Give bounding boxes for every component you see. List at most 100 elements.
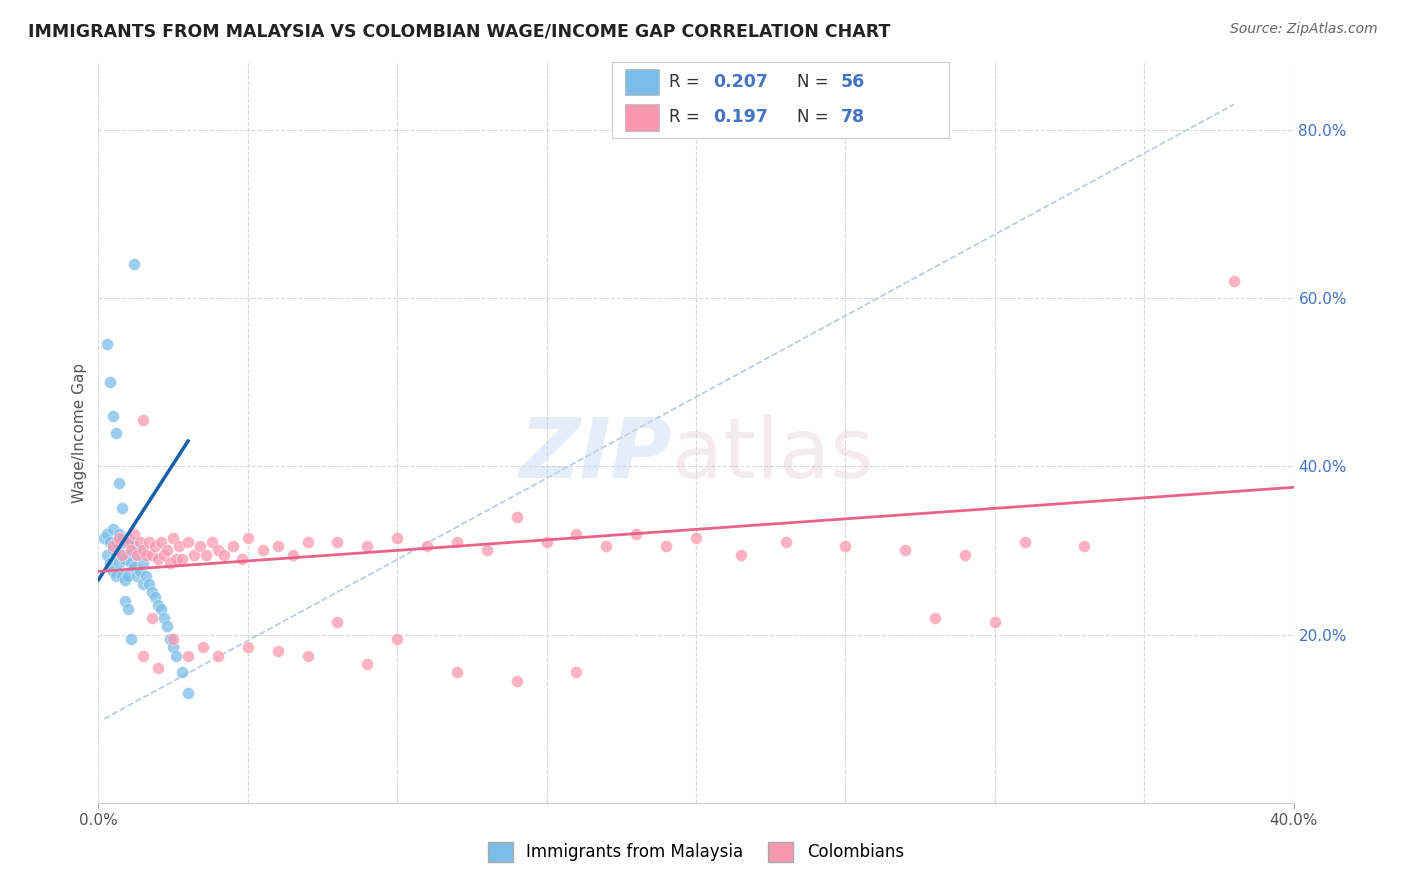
Point (105, 568, 128, 582)
Text: N =: N = (797, 73, 834, 91)
Point (105, 425, 128, 440)
Point (120, 556, 142, 570)
Point (98, 556, 122, 570)
Bar (626, 104, 659, 130)
Point (172, 665, 194, 680)
Point (96, 548, 118, 562)
Point (141, 548, 163, 562)
Point (984, 615, 1007, 629)
Point (111, 548, 134, 562)
Point (132, 577, 155, 591)
Point (153, 610, 176, 624)
Point (127, 568, 149, 582)
Point (475, 543, 498, 558)
Point (297, 535, 319, 549)
Point (655, 539, 678, 553)
Point (103, 543, 125, 558)
Point (356, 657, 378, 671)
Point (120, 543, 142, 558)
Point (98, 535, 122, 549)
Point (165, 551, 187, 566)
Point (117, 548, 139, 562)
Point (96, 337, 118, 351)
Point (183, 548, 205, 562)
Text: 0.197: 0.197 (713, 109, 768, 127)
Point (506, 673, 529, 688)
Point (108, 531, 131, 545)
Point (222, 539, 245, 553)
Point (201, 535, 224, 549)
Y-axis label: Wage/Income Gap: Wage/Income Gap (72, 362, 87, 503)
Point (108, 526, 131, 541)
Text: atlas: atlas (672, 414, 873, 495)
Point (117, 602, 139, 616)
Point (132, 413, 155, 427)
Point (446, 535, 468, 549)
Point (156, 543, 179, 558)
Text: 78: 78 (841, 109, 865, 127)
Point (730, 548, 752, 562)
Point (506, 509, 529, 524)
Point (148, 661, 170, 675)
Point (191, 640, 214, 655)
Point (150, 535, 173, 549)
Point (267, 644, 290, 658)
Point (207, 648, 229, 663)
Point (135, 568, 157, 582)
Legend: Immigrants from Malaysia, Colombians: Immigrants from Malaysia, Colombians (481, 835, 911, 869)
Text: 0.207: 0.207 (713, 73, 768, 91)
Point (127, 548, 149, 562)
Point (138, 577, 160, 591)
Point (105, 535, 128, 549)
Point (111, 548, 134, 562)
Point (114, 573, 136, 587)
Text: 56: 56 (841, 73, 865, 91)
Point (281, 548, 304, 562)
Point (177, 535, 200, 549)
Point (129, 543, 152, 558)
Point (150, 602, 173, 616)
Point (356, 539, 378, 553)
Point (446, 665, 468, 680)
Point (105, 548, 128, 562)
Text: IMMIGRANTS FROM MALAYSIA VS COLOMBIAN WAGE/INCOME GAP CORRELATION CHART: IMMIGRANTS FROM MALAYSIA VS COLOMBIAN WA… (28, 22, 890, 40)
Text: R =: R = (669, 73, 704, 91)
Point (143, 539, 166, 553)
Point (188, 539, 211, 553)
Point (132, 543, 155, 558)
Point (207, 543, 229, 558)
Point (212, 548, 235, 562)
Text: N =: N = (797, 109, 834, 127)
Point (326, 535, 349, 549)
Point (162, 632, 184, 646)
Point (159, 556, 181, 570)
Point (135, 548, 157, 562)
Point (108, 556, 131, 570)
Point (111, 531, 134, 545)
Point (93, 531, 115, 545)
Point (231, 551, 253, 566)
Point (536, 535, 558, 549)
Point (120, 632, 142, 646)
Point (177, 686, 200, 700)
Bar (626, 69, 659, 95)
Point (153, 548, 176, 562)
Point (98, 375, 122, 389)
Point (124, 257, 146, 271)
Point (108, 539, 131, 553)
Point (117, 531, 139, 545)
Point (595, 539, 617, 553)
Point (165, 648, 187, 663)
Point (127, 548, 149, 562)
Point (124, 560, 146, 574)
Point (159, 632, 181, 646)
Point (143, 590, 166, 604)
Point (114, 551, 136, 566)
Point (685, 531, 707, 545)
Point (108, 476, 131, 491)
Point (148, 551, 170, 566)
Point (129, 535, 152, 549)
Point (132, 556, 155, 570)
Point (167, 539, 190, 553)
Point (96, 526, 118, 541)
